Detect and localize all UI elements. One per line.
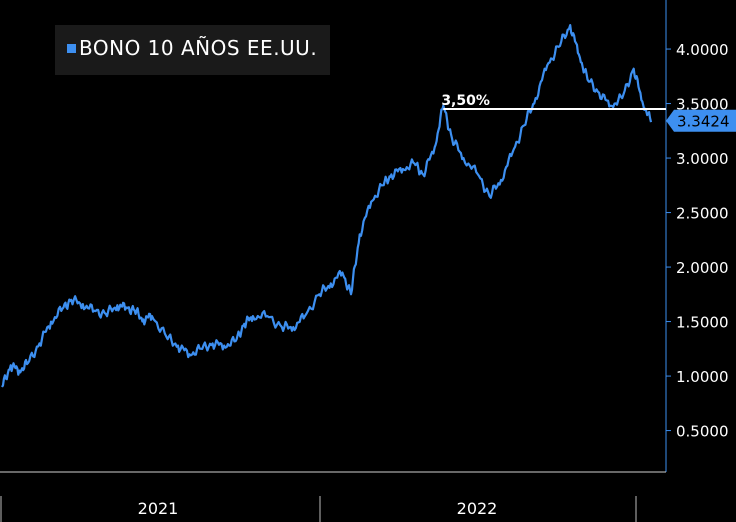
series-line-us-10y-bond [1, 24, 653, 388]
y-tick-label: 3.0000 [676, 150, 729, 168]
annotation-layer: 3,50% 3.3424 [441, 93, 736, 132]
x-axis: 2021 2022 [0, 471, 666, 522]
last-value-label: 3.3424 [677, 113, 730, 131]
last-value-tag [666, 109, 736, 132]
legend-swatch [67, 44, 76, 53]
series-layer [1, 24, 653, 388]
y-tick-label: 0.5000 [676, 423, 729, 441]
y-tick-label: 3.5000 [676, 96, 729, 114]
y-tick-label: 1.0000 [676, 368, 729, 386]
y-tick-label: 2.5000 [676, 205, 729, 223]
y-tick-label: 4.0000 [676, 41, 729, 59]
y-axis: 0.5000 1.0000 1.5000 2.0000 2.5000 3.0000 3.50… [665, 0, 729, 472]
legend-series-label: BONO 10 AÑOS EE.UU. [79, 36, 318, 60]
y-tick-label: 2.0000 [676, 259, 729, 277]
legend: BONO 10 AÑOS EE.UU. [55, 25, 330, 75]
y-tick-label: 1.5000 [676, 314, 729, 332]
x-tick-label: 2021 [138, 499, 179, 518]
x-tick-label: 2022 [457, 499, 498, 518]
annotation-label: 3,50% [441, 93, 490, 109]
